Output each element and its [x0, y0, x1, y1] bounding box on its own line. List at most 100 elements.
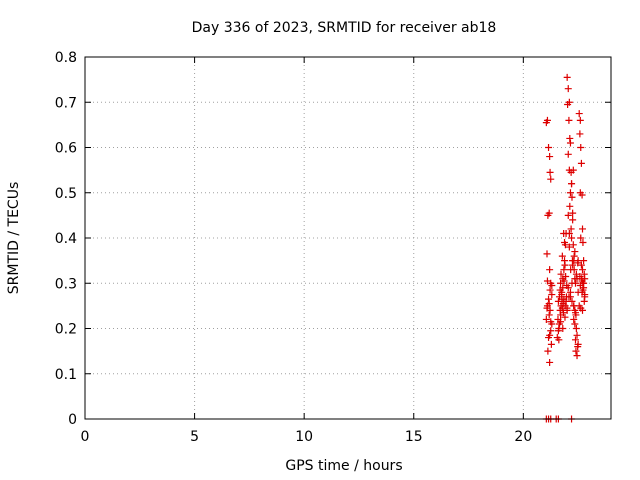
data-point	[546, 266, 554, 274]
x-tick-label: 15	[405, 429, 423, 445]
data-point	[556, 286, 564, 294]
data-point	[565, 116, 573, 124]
x-tick-label: 0	[81, 429, 90, 445]
data-point	[573, 352, 581, 360]
data-point	[545, 334, 553, 342]
data-point	[559, 309, 567, 317]
data-point	[567, 225, 575, 233]
data-point	[565, 229, 573, 237]
data-point	[555, 336, 563, 344]
data-point	[573, 275, 581, 283]
data-point	[547, 327, 555, 335]
data-point	[576, 130, 584, 138]
data-point	[566, 134, 574, 142]
data-point	[562, 297, 570, 305]
axis-ticks: 0 5 10 15 20 0 0.1 0.2 0.3 0.4 0.5 0.6 0.7 0.8	[55, 50, 611, 445]
data-point	[547, 318, 555, 326]
data-point	[561, 239, 569, 247]
data-point	[546, 153, 554, 161]
data-point	[563, 73, 571, 81]
data-point	[566, 202, 574, 210]
data-point	[581, 291, 589, 299]
data-point	[544, 347, 552, 355]
data-point	[569, 209, 577, 217]
chart-title: Day 336 of 2023, SRMTID for receiver ab1…	[192, 20, 497, 36]
data-point	[576, 116, 584, 124]
data-point	[548, 291, 556, 299]
data-point	[565, 293, 573, 301]
data-point	[543, 250, 551, 258]
y-tick-label: 0	[68, 412, 77, 428]
data-point	[547, 340, 555, 348]
data-point	[545, 311, 553, 319]
y-tick-label: 0.4	[55, 231, 77, 247]
data-point	[559, 325, 567, 332]
data-point	[562, 272, 570, 280]
data-point	[568, 257, 576, 265]
data-point	[563, 306, 571, 314]
x-tick-label: 5	[190, 429, 199, 445]
data-point	[546, 358, 554, 366]
data-point	[543, 304, 551, 312]
data-point	[575, 110, 583, 118]
data-point	[557, 270, 565, 278]
data-point	[564, 101, 572, 109]
data-point	[573, 331, 581, 339]
data-point	[546, 168, 554, 176]
plot-frame	[84, 56, 612, 420]
data-point	[571, 320, 579, 328]
x-tick-label: 10	[295, 429, 313, 445]
data-point	[571, 279, 579, 287]
data-point	[544, 211, 552, 219]
data-point	[565, 243, 573, 251]
y-tick-label: 0.6	[55, 141, 77, 157]
data-points	[542, 73, 589, 423]
data-point	[560, 266, 568, 274]
data-point	[560, 277, 568, 285]
data-point	[543, 277, 551, 285]
data-point	[543, 116, 551, 124]
data-point	[557, 279, 565, 287]
data-point	[561, 313, 569, 321]
data-point	[570, 252, 578, 260]
data-point	[569, 241, 577, 249]
data-point	[546, 286, 554, 294]
data-point	[577, 159, 585, 167]
y-axis-label: SRMTID / TECUs	[6, 182, 22, 295]
data-point	[554, 297, 562, 305]
data-point	[545, 300, 553, 308]
data-point	[548, 282, 556, 290]
x-axis-label: GPS time / hours	[285, 458, 402, 474]
data-point	[558, 295, 566, 303]
data-point	[570, 302, 578, 310]
data-point	[542, 315, 550, 323]
data-point	[545, 295, 553, 303]
data-point	[564, 211, 572, 219]
y-tick-label: 0.8	[55, 50, 77, 66]
data-point	[558, 252, 566, 260]
data-point	[574, 340, 582, 348]
data-point	[545, 144, 553, 151]
y-tick-label: 0.5	[55, 186, 77, 202]
data-point	[580, 257, 588, 265]
data-point	[564, 284, 572, 292]
data-point	[568, 193, 576, 201]
data-point	[580, 297, 588, 305]
data-point	[566, 139, 574, 147]
data-point	[564, 150, 572, 158]
data-point	[566, 288, 574, 296]
y-tick-label: 0.7	[55, 95, 77, 111]
data-point	[579, 286, 587, 294]
data-point	[579, 225, 587, 233]
data-point	[574, 288, 582, 296]
data-point	[572, 311, 580, 319]
data-point	[566, 189, 574, 197]
data-point	[577, 261, 585, 269]
data-point	[579, 266, 587, 274]
data-point	[564, 85, 572, 93]
data-point	[579, 306, 587, 314]
y-tick-label: 0.2	[55, 322, 77, 338]
data-point	[569, 166, 577, 174]
data-point	[569, 216, 577, 224]
